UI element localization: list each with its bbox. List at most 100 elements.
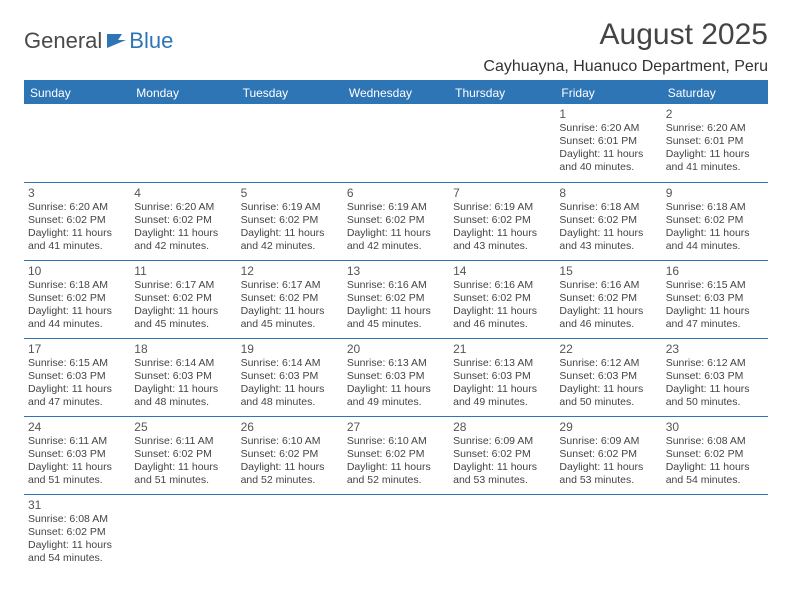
- calendar-cell: 20Sunrise: 6:13 AMSunset: 6:03 PMDayligh…: [343, 338, 449, 416]
- day-header: Tuesday: [237, 82, 343, 104]
- day-number: 7: [453, 186, 551, 200]
- sunset-text: Sunset: 6:02 PM: [134, 448, 232, 461]
- daylight-text: Daylight: 11 hours and 54 minutes.: [666, 461, 764, 487]
- day-number: 13: [347, 264, 445, 278]
- calendar-cell-empty: [343, 104, 449, 182]
- sunset-text: Sunset: 6:02 PM: [347, 448, 445, 461]
- sunset-text: Sunset: 6:03 PM: [134, 370, 232, 383]
- calendar-cell: 8Sunrise: 6:18 AMSunset: 6:02 PMDaylight…: [555, 182, 661, 260]
- calendar-body: 1Sunrise: 6:20 AMSunset: 6:01 PMDaylight…: [24, 104, 768, 572]
- daylight-text: Daylight: 11 hours and 54 minutes.: [28, 539, 126, 565]
- calendar-cell: 6Sunrise: 6:19 AMSunset: 6:02 PMDaylight…: [343, 182, 449, 260]
- calendar-cell: 12Sunrise: 6:17 AMSunset: 6:02 PMDayligh…: [237, 260, 343, 338]
- sunset-text: Sunset: 6:02 PM: [453, 292, 551, 305]
- daylight-text: Daylight: 11 hours and 45 minutes.: [241, 305, 339, 331]
- location-text: Cayhuayna, Huanuco Department, Peru: [483, 58, 768, 75]
- day-number: 4: [134, 186, 232, 200]
- sunset-text: Sunset: 6:03 PM: [666, 292, 764, 305]
- calendar-table: Sunday Monday Tuesday Wednesday Thursday…: [24, 82, 768, 572]
- day-number: 3: [28, 186, 126, 200]
- day-number: 30: [666, 420, 764, 434]
- daylight-text: Daylight: 11 hours and 47 minutes.: [666, 305, 764, 331]
- daylight-text: Daylight: 11 hours and 43 minutes.: [559, 227, 657, 253]
- calendar-cell: 13Sunrise: 6:16 AMSunset: 6:02 PMDayligh…: [343, 260, 449, 338]
- day-header-row: Sunday Monday Tuesday Wednesday Thursday…: [24, 82, 768, 104]
- daylight-text: Daylight: 11 hours and 52 minutes.: [241, 461, 339, 487]
- day-number: 29: [559, 420, 657, 434]
- day-number: 2: [666, 107, 764, 121]
- calendar-row: 1Sunrise: 6:20 AMSunset: 6:01 PMDaylight…: [24, 104, 768, 182]
- sunrise-text: Sunrise: 6:12 AM: [559, 357, 657, 370]
- logo-text-1: General: [24, 28, 102, 54]
- sunset-text: Sunset: 6:02 PM: [241, 448, 339, 461]
- calendar-head: Sunday Monday Tuesday Wednesday Thursday…: [24, 82, 768, 104]
- day-number: 19: [241, 342, 339, 356]
- calendar-cell-empty: [555, 494, 661, 572]
- sunrise-text: Sunrise: 6:08 AM: [666, 435, 764, 448]
- day-number: 22: [559, 342, 657, 356]
- sunset-text: Sunset: 6:02 PM: [666, 448, 764, 461]
- day-number: 1: [559, 107, 657, 121]
- calendar-cell: 4Sunrise: 6:20 AMSunset: 6:02 PMDaylight…: [130, 182, 236, 260]
- calendar-cell-empty: [343, 494, 449, 572]
- daylight-text: Daylight: 11 hours and 51 minutes.: [134, 461, 232, 487]
- daylight-text: Daylight: 11 hours and 46 minutes.: [453, 305, 551, 331]
- calendar-cell: 17Sunrise: 6:15 AMSunset: 6:03 PMDayligh…: [24, 338, 130, 416]
- daylight-text: Daylight: 11 hours and 49 minutes.: [347, 383, 445, 409]
- sunrise-text: Sunrise: 6:13 AM: [347, 357, 445, 370]
- sunrise-text: Sunrise: 6:10 AM: [241, 435, 339, 448]
- calendar-cell: 25Sunrise: 6:11 AMSunset: 6:02 PMDayligh…: [130, 416, 236, 494]
- calendar-cell: 18Sunrise: 6:14 AMSunset: 6:03 PMDayligh…: [130, 338, 236, 416]
- sunset-text: Sunset: 6:02 PM: [666, 214, 764, 227]
- daylight-text: Daylight: 11 hours and 46 minutes.: [559, 305, 657, 331]
- day-header: Wednesday: [343, 82, 449, 104]
- sunrise-text: Sunrise: 6:20 AM: [559, 122, 657, 135]
- sunrise-text: Sunrise: 6:08 AM: [28, 513, 126, 526]
- flag-icon: [106, 32, 128, 50]
- calendar-cell: 11Sunrise: 6:17 AMSunset: 6:02 PMDayligh…: [130, 260, 236, 338]
- day-number: 9: [666, 186, 764, 200]
- day-number: 18: [134, 342, 232, 356]
- day-header: Sunday: [24, 82, 130, 104]
- daylight-text: Daylight: 11 hours and 48 minutes.: [134, 383, 232, 409]
- day-number: 10: [28, 264, 126, 278]
- day-number: 8: [559, 186, 657, 200]
- day-number: 24: [28, 420, 126, 434]
- day-number: 26: [241, 420, 339, 434]
- day-number: 5: [241, 186, 339, 200]
- sunrise-text: Sunrise: 6:09 AM: [453, 435, 551, 448]
- daylight-text: Daylight: 11 hours and 42 minutes.: [241, 227, 339, 253]
- sunrise-text: Sunrise: 6:19 AM: [347, 201, 445, 214]
- calendar-cell-empty: [24, 104, 130, 182]
- calendar-cell: 23Sunrise: 6:12 AMSunset: 6:03 PMDayligh…: [662, 338, 768, 416]
- calendar-cell: 31Sunrise: 6:08 AMSunset: 6:02 PMDayligh…: [24, 494, 130, 572]
- sunrise-text: Sunrise: 6:19 AM: [453, 201, 551, 214]
- day-number: 27: [347, 420, 445, 434]
- day-header: Saturday: [662, 82, 768, 104]
- calendar-cell-empty: [449, 494, 555, 572]
- daylight-text: Daylight: 11 hours and 48 minutes.: [241, 383, 339, 409]
- daylight-text: Daylight: 11 hours and 44 minutes.: [28, 305, 126, 331]
- calendar-cell-empty: [662, 494, 768, 572]
- sunset-text: Sunset: 6:01 PM: [666, 135, 764, 148]
- sunrise-text: Sunrise: 6:10 AM: [347, 435, 445, 448]
- sunset-text: Sunset: 6:02 PM: [347, 292, 445, 305]
- sunrise-text: Sunrise: 6:14 AM: [241, 357, 339, 370]
- daylight-text: Daylight: 11 hours and 42 minutes.: [134, 227, 232, 253]
- calendar-cell: 22Sunrise: 6:12 AMSunset: 6:03 PMDayligh…: [555, 338, 661, 416]
- day-number: 6: [347, 186, 445, 200]
- daylight-text: Daylight: 11 hours and 45 minutes.: [134, 305, 232, 331]
- calendar-cell-empty: [237, 104, 343, 182]
- header-block: General Blue August 2025 Cayhuayna, Huan…: [24, 18, 768, 82]
- day-number: 25: [134, 420, 232, 434]
- calendar-row: 10Sunrise: 6:18 AMSunset: 6:02 PMDayligh…: [24, 260, 768, 338]
- day-number: 11: [134, 264, 232, 278]
- month-title: August 2025: [600, 18, 768, 52]
- day-number: 14: [453, 264, 551, 278]
- sunset-text: Sunset: 6:02 PM: [559, 448, 657, 461]
- calendar-row: 17Sunrise: 6:15 AMSunset: 6:03 PMDayligh…: [24, 338, 768, 416]
- sunset-text: Sunset: 6:02 PM: [241, 292, 339, 305]
- sunset-text: Sunset: 6:03 PM: [28, 448, 126, 461]
- daylight-text: Daylight: 11 hours and 52 minutes.: [347, 461, 445, 487]
- sunrise-text: Sunrise: 6:20 AM: [666, 122, 764, 135]
